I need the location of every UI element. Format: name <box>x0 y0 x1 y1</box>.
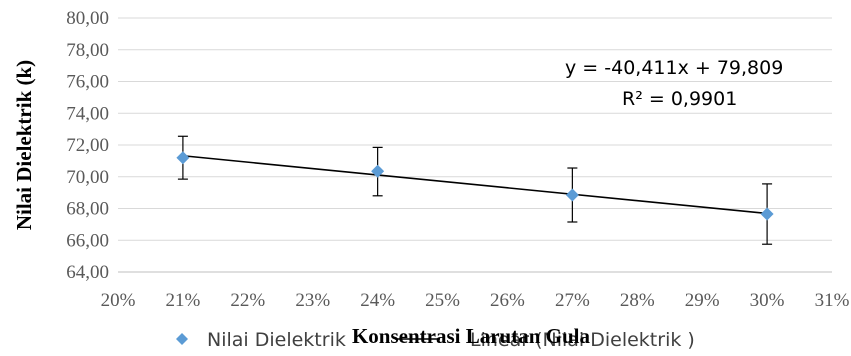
y-tick-label: 66,00 <box>66 230 109 251</box>
y-tick-labels: 64,00 66,00 68,00 70,00 72,00 74,00 76,00 78,00… <box>66 8 109 283</box>
y-tick-label: 78,00 <box>66 40 109 61</box>
x-tick-label: 29% <box>685 290 720 311</box>
y-tick-label: 80,00 <box>66 8 109 29</box>
y-tick-label: 64,00 <box>66 262 109 283</box>
x-tick-labels: 20% 21% 22% 23% 24% 25% 26% 27% 28% 29% 30% 31% <box>101 290 850 311</box>
x-tick-label: 26% <box>490 290 525 311</box>
x-tick-label: 30% <box>750 290 785 311</box>
x-tick-label: 27% <box>555 290 590 311</box>
x-tick-label: 23% <box>295 290 330 311</box>
data-point <box>371 164 385 178</box>
x-tick-label: 28% <box>620 290 655 311</box>
y-tick-label: 68,00 <box>66 199 109 220</box>
data-points <box>176 151 774 221</box>
legend: Nilai Dielektrik Linear (Nilai Dielektri… <box>176 329 695 351</box>
x-tick-label: 21% <box>165 290 200 311</box>
error-bars <box>177 135 773 245</box>
legend-label-linear: Linear (Nilai Dielektrik ) <box>470 329 695 351</box>
trendline-r-squared: R² = 0,9901 <box>622 88 737 110</box>
trendline-equation: y = -40,411x + 79,809 <box>565 57 783 79</box>
y-tick-label: 76,00 <box>66 72 109 93</box>
data-point <box>565 188 579 202</box>
y-axis-title: Nilai Dielektrik (k) <box>12 60 36 230</box>
x-tick-label: 31% <box>815 290 850 311</box>
legend-marker-nilai-dielektrik <box>176 333 188 345</box>
data-point <box>760 207 774 221</box>
x-tick-label: 22% <box>230 290 265 311</box>
x-tick-label: 20% <box>101 290 136 311</box>
x-tick-label: 25% <box>425 290 460 311</box>
x-tick-label: 24% <box>360 290 395 311</box>
gridlines <box>118 17 832 273</box>
trendline-layer <box>182 154 768 215</box>
data-point <box>176 151 190 165</box>
y-tick-label: 74,00 <box>66 103 109 124</box>
x-axis-title: Konsentrasi Larutan Gula <box>352 324 591 348</box>
trendline <box>182 154 768 215</box>
legend-label-nilai-dielektrik: Nilai Dielektrik <box>207 329 346 351</box>
y-tick-label: 72,00 <box>66 135 109 156</box>
y-tick-label: 70,00 <box>66 167 109 188</box>
